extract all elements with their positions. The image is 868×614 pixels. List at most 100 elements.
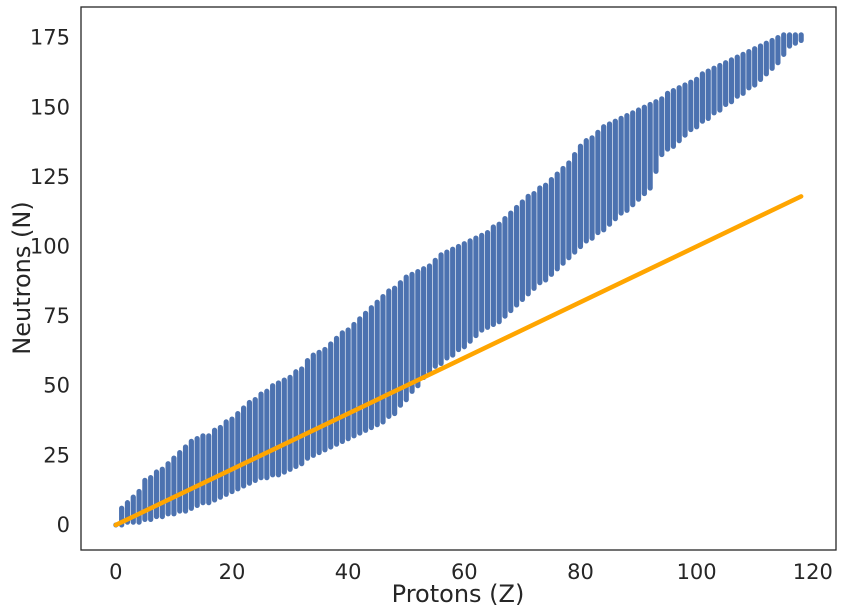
isotope-band-z-46 — [380, 294, 386, 425]
x-axis-title: Protons (Z) — [392, 580, 525, 608]
isotope-band-z-44 — [368, 305, 374, 431]
isotope-band-z-31 — [293, 369, 299, 470]
isotope-band-z-22 — [241, 405, 247, 489]
isotope-band-z-30 — [287, 374, 293, 472]
isotope-band-z-63 — [479, 232, 485, 333]
y-tick-label: 125 — [30, 165, 70, 189]
isotope-band-z-77 — [560, 165, 566, 266]
isotope-band-z-88 — [624, 113, 630, 213]
isotope-band-z-74 — [543, 182, 549, 283]
isotope-band-z-41 — [351, 321, 357, 439]
isotope-band-z-101 — [699, 71, 706, 124]
isotope-band-z-13 — [188, 438, 194, 511]
isotope-band-z-56 — [438, 252, 444, 367]
isotope-band-z-37 — [328, 341, 334, 450]
isotope-band-z-12 — [182, 444, 189, 514]
isotope-band-z-14 — [194, 436, 200, 509]
isotope-band-z-58 — [450, 246, 456, 358]
isotope-band-z-42 — [357, 316, 363, 436]
isotope-band-z-7 — [153, 469, 160, 520]
isotope-band-z-67 — [502, 216, 508, 319]
isotope-band-z-98 — [682, 82, 688, 138]
isotope-band-z-112 — [763, 40, 769, 77]
isotope-band-z-49 — [397, 280, 404, 408]
isotope-band-z-33 — [304, 358, 311, 461]
isotope-band-z-55 — [432, 257, 438, 369]
x-tick-label: 80 — [567, 560, 594, 584]
y-tick-label: 75 — [43, 304, 70, 328]
isotope-band-z-10 — [171, 455, 177, 517]
isotope-band-z-114 — [775, 35, 781, 66]
isotope-band-z-3 — [130, 494, 136, 525]
isotope-band-z-96 — [670, 87, 676, 149]
isotope-band-z-82 — [589, 135, 595, 241]
isotope-band-z-23 — [246, 399, 253, 486]
isotope-band-z-70 — [519, 199, 525, 302]
isotope-band-z-76 — [554, 171, 560, 272]
isotope-band-z-79 — [572, 151, 578, 255]
x-tick-label: 0 — [109, 560, 122, 584]
x-tick-label: 40 — [335, 560, 362, 584]
isotope-band-z-99 — [688, 79, 694, 133]
isotope-band-z-72 — [531, 190, 537, 291]
isotope-band-z-75 — [548, 177, 555, 277]
isotope-band-z-60 — [461, 241, 467, 350]
isotope-band-z-52 — [415, 268, 421, 389]
isotope-band-z-59 — [455, 243, 462, 353]
isotope-band-z-83 — [595, 129, 601, 236]
n-equals-z-line — [113, 194, 804, 528]
isotope-band-z-8 — [159, 466, 165, 520]
x-axis-ticks: 0 20 40 60 80 100 120 — [109, 560, 833, 584]
isotope-band-z-89 — [630, 110, 636, 208]
isotope-band-z-32 — [299, 366, 305, 467]
isotope-band-z-111 — [757, 43, 764, 82]
isotope-band-z-25 — [258, 391, 264, 481]
y-tick-label: 0 — [57, 513, 70, 537]
x-tick-label: 100 — [677, 560, 717, 584]
isotope-band-z-34 — [310, 352, 316, 458]
isotope-band-z-6 — [148, 475, 154, 522]
isotope-band-z-95 — [664, 90, 671, 152]
isotope-band-z-113 — [769, 37, 775, 71]
isotope-band-z-48 — [392, 285, 398, 417]
isotope-band-z-4 — [136, 488, 142, 525]
y-tick-label: 150 — [30, 95, 70, 119]
isotope-band-z-100 — [694, 76, 700, 130]
y-tick-label: 50 — [43, 374, 70, 398]
isotope-band-z-53 — [421, 266, 427, 380]
isotope-band-z-103 — [711, 65, 717, 116]
isotope-band-z-65 — [490, 224, 496, 328]
isotope-band-z-50 — [403, 274, 409, 403]
isotope-band-z-110 — [752, 46, 758, 88]
isotope-band-z-73 — [537, 185, 543, 286]
isotope-bands — [113, 32, 804, 528]
isotope-band-z-66 — [496, 221, 502, 325]
isotope-band-z-62 — [473, 235, 479, 339]
y-tick-label: 100 — [30, 234, 70, 258]
isotope-band-z-97 — [676, 85, 682, 144]
isotope-band-z-39 — [339, 330, 345, 444]
isotope-band-z-81 — [583, 138, 589, 244]
isotope-band-z-117 — [792, 32, 798, 46]
isotope-band-z-36 — [322, 346, 328, 453]
isotope-band-z-84 — [601, 124, 607, 233]
isotope-band-z-40 — [345, 327, 351, 442]
isotope-band-z-15 — [200, 433, 206, 506]
isotope-band-z-90 — [635, 107, 642, 202]
isotope-band-z-86 — [612, 118, 618, 222]
isotope-band-z-54 — [426, 263, 433, 375]
isotope-band-z-43 — [362, 310, 369, 433]
x-tick-label: 60 — [451, 560, 478, 584]
isotope-band-z-35 — [316, 349, 322, 456]
isotope-band-z-26 — [264, 388, 270, 481]
isotope-band-z-17 — [211, 427, 218, 503]
isotope-band-z-45 — [374, 299, 380, 428]
y-axis-title: Neutrons (N) — [8, 201, 36, 354]
isotope-band-z-93 — [653, 99, 659, 174]
isotope-band-z-68 — [508, 210, 514, 314]
n-equals-z-line-layer — [113, 194, 804, 528]
isotope-band-z-118 — [798, 32, 804, 44]
isotope-band-z-85 — [606, 121, 613, 227]
isotope-band-z-28 — [275, 380, 282, 478]
